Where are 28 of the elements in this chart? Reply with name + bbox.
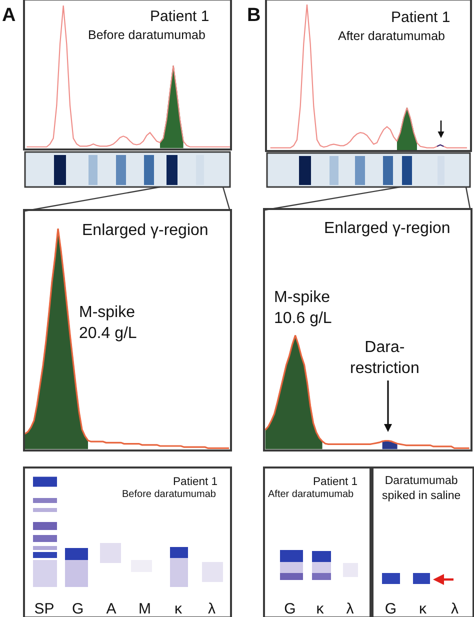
chart-title: Enlarged γ-region xyxy=(82,222,208,239)
text: After daratumumab xyxy=(268,489,354,500)
annotation: M-spike 20.4 g/L xyxy=(79,304,137,342)
chart-title: Patient 1 xyxy=(391,9,450,26)
text: After daratumumab xyxy=(338,29,446,43)
category-label: λ xyxy=(208,600,216,617)
text: M-spike 10.6 g/L xyxy=(274,289,332,327)
text: Daratumumab spiked in saline xyxy=(382,475,461,502)
text: Patient 1 xyxy=(313,476,358,488)
category-label: G xyxy=(384,600,397,617)
chart-title: Enlarged γ-region xyxy=(324,220,450,237)
text: Patient 1 xyxy=(173,476,218,488)
chart-title: Patient 1 xyxy=(150,8,210,25)
category-label: G xyxy=(72,600,84,617)
category-label: M xyxy=(138,600,152,617)
text: B xyxy=(247,5,261,26)
category-label: λ xyxy=(346,600,354,617)
category-label: κ xyxy=(418,600,427,617)
category-label: κ xyxy=(174,600,183,617)
annotation: Dara- restriction xyxy=(350,339,420,377)
text: Before daratumumab xyxy=(122,489,216,500)
category-label: A xyxy=(106,600,116,617)
category-label: κ xyxy=(316,600,324,617)
text: A xyxy=(2,5,16,26)
category-label: G xyxy=(284,600,296,617)
category-label: λ xyxy=(450,600,459,617)
text: Before daratumumab xyxy=(88,28,206,42)
category-label: SP xyxy=(34,600,54,617)
